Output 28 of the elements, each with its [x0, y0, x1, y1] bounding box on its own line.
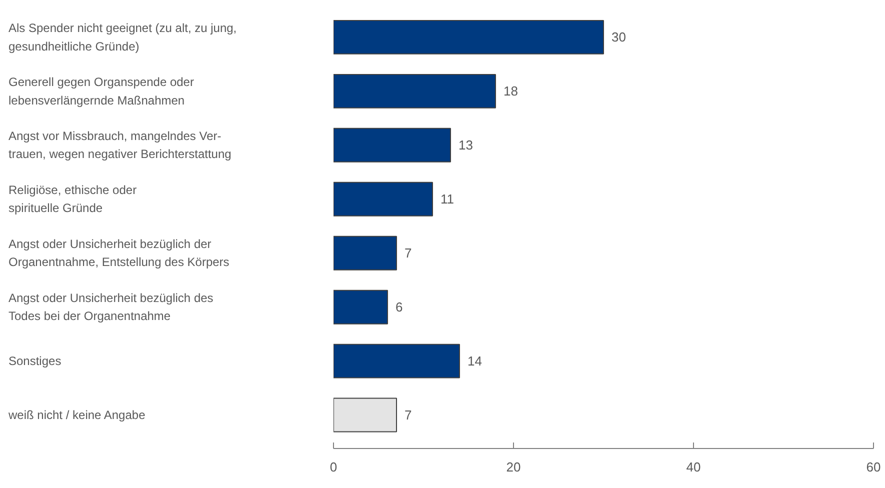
data-label: 11 — [440, 192, 454, 207]
y-tick-label: Angst vor Missbrauch, mangelndes Ver- trauen, wegen negativer Berichterstattung — [8, 129, 232, 162]
bar — [334, 182, 433, 216]
y-tick-label: weiß nicht / keine Angabe — [8, 408, 146, 422]
data-label: 30 — [612, 30, 626, 45]
bar — [334, 290, 388, 324]
data-label: 6 — [396, 300, 403, 315]
y-tick-label: Angst oder Unsicherheit bezüglich der Organentnahme, Entstellung des Körpers — [8, 237, 230, 270]
data-label: 7 — [404, 246, 412, 261]
x-tick-label: 20 — [506, 460, 521, 474]
y-tick-label: Sonstiges — [8, 354, 62, 368]
y-tick-label: Religiöse, ethische oder spirituelle Gründe — [8, 183, 137, 216]
bar — [334, 236, 397, 270]
y-tick-label: Als Spender nicht geeignet (zu alt, zu jung, gesundheitliche Gründe) — [8, 21, 237, 54]
data-label: 14 — [468, 354, 482, 369]
bar — [334, 128, 451, 162]
x-tick-label: 60 — [866, 460, 881, 474]
bar — [334, 398, 397, 432]
x-tick-label: 40 — [686, 460, 701, 474]
data-label: 18 — [504, 84, 518, 99]
bar — [334, 20, 604, 54]
y-tick-label: Angst oder Unsicherheit bezüglich des Todes bei der Organentnahme — [8, 290, 214, 324]
bar — [334, 74, 496, 108]
data-label: 13 — [458, 138, 473, 153]
bar — [334, 344, 460, 378]
data-label: 7 — [404, 408, 412, 423]
x-tick-label: 0 — [330, 460, 338, 474]
y-tick-label: Generell gegen Organspende oder lebensverlängernde Maßnahmen — [8, 75, 194, 108]
